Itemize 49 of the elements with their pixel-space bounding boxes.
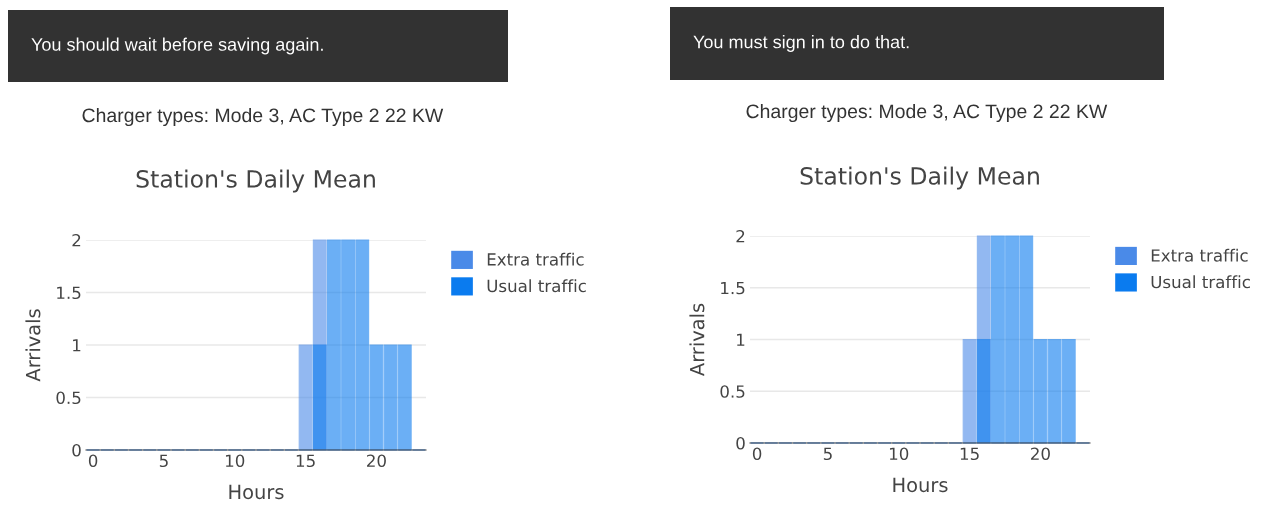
x-tick-label: 10	[889, 447, 909, 461]
y-tick-label: 2	[72, 233, 81, 247]
x-tick-label: 5	[159, 454, 168, 468]
y-tick-label: 0	[736, 436, 745, 450]
bar	[990, 235, 1005, 444]
legend-label: Usual traffic	[487, 279, 586, 293]
bar	[1019, 235, 1034, 444]
y-axis-title: Arrivals	[25, 309, 41, 382]
bar	[312, 344, 327, 451]
x-axis-title: Hours	[893, 477, 948, 493]
x-tick-label: 20	[1031, 447, 1050, 461]
chart-title: Station's Daily Mean	[136, 169, 375, 193]
bar	[369, 344, 384, 451]
y-axis-title: Arrivals	[689, 303, 705, 376]
bar	[397, 344, 412, 451]
y-tick-label: 1	[73, 339, 81, 352]
bar	[355, 239, 370, 451]
y-tick-label: 0.5	[56, 391, 81, 405]
bar	[1033, 338, 1048, 444]
bar	[976, 338, 991, 444]
x-tick-label: 10	[225, 454, 245, 468]
x-tick-label: 15	[960, 447, 979, 461]
chart-subtitle: Charger types: Mode 3, AC Type 2 22 KW	[746, 103, 1108, 123]
bar	[1047, 338, 1062, 444]
bar	[298, 344, 313, 451]
y-tick-label: 0.5	[720, 385, 745, 398]
bar	[962, 338, 977, 444]
x-tick-label: 0	[752, 447, 762, 461]
bar	[341, 239, 356, 451]
bar	[383, 344, 398, 451]
x-tick-label: 20	[367, 454, 386, 468]
legend-label: Usual traffic	[1151, 275, 1250, 289]
bar	[1005, 235, 1020, 444]
x-axis-title: Hours	[229, 484, 284, 500]
x-tick-label: 5	[823, 447, 832, 461]
y-tick-label: 1.5	[57, 286, 81, 300]
bar	[326, 239, 341, 451]
chart-title: Station's Daily Mean	[800, 166, 1039, 190]
bar	[1061, 338, 1076, 444]
y-tick-label: 2	[736, 229, 745, 243]
text: You should wait before saving again.	[31, 37, 323, 55]
legend-label: Extra traffic	[1151, 248, 1248, 262]
chart-subtitle: Charger types: Mode 3, AC Type 2 22 KW	[82, 107, 444, 127]
x-tick-label: 0	[88, 454, 98, 468]
y-tick-label: 1	[737, 333, 745, 346]
y-tick-label: 1.5	[721, 281, 745, 295]
x-tick-label: 15	[296, 454, 315, 468]
text: You must sign in to do that.	[693, 35, 909, 52]
legend-label: Extra traffic	[487, 252, 584, 266]
